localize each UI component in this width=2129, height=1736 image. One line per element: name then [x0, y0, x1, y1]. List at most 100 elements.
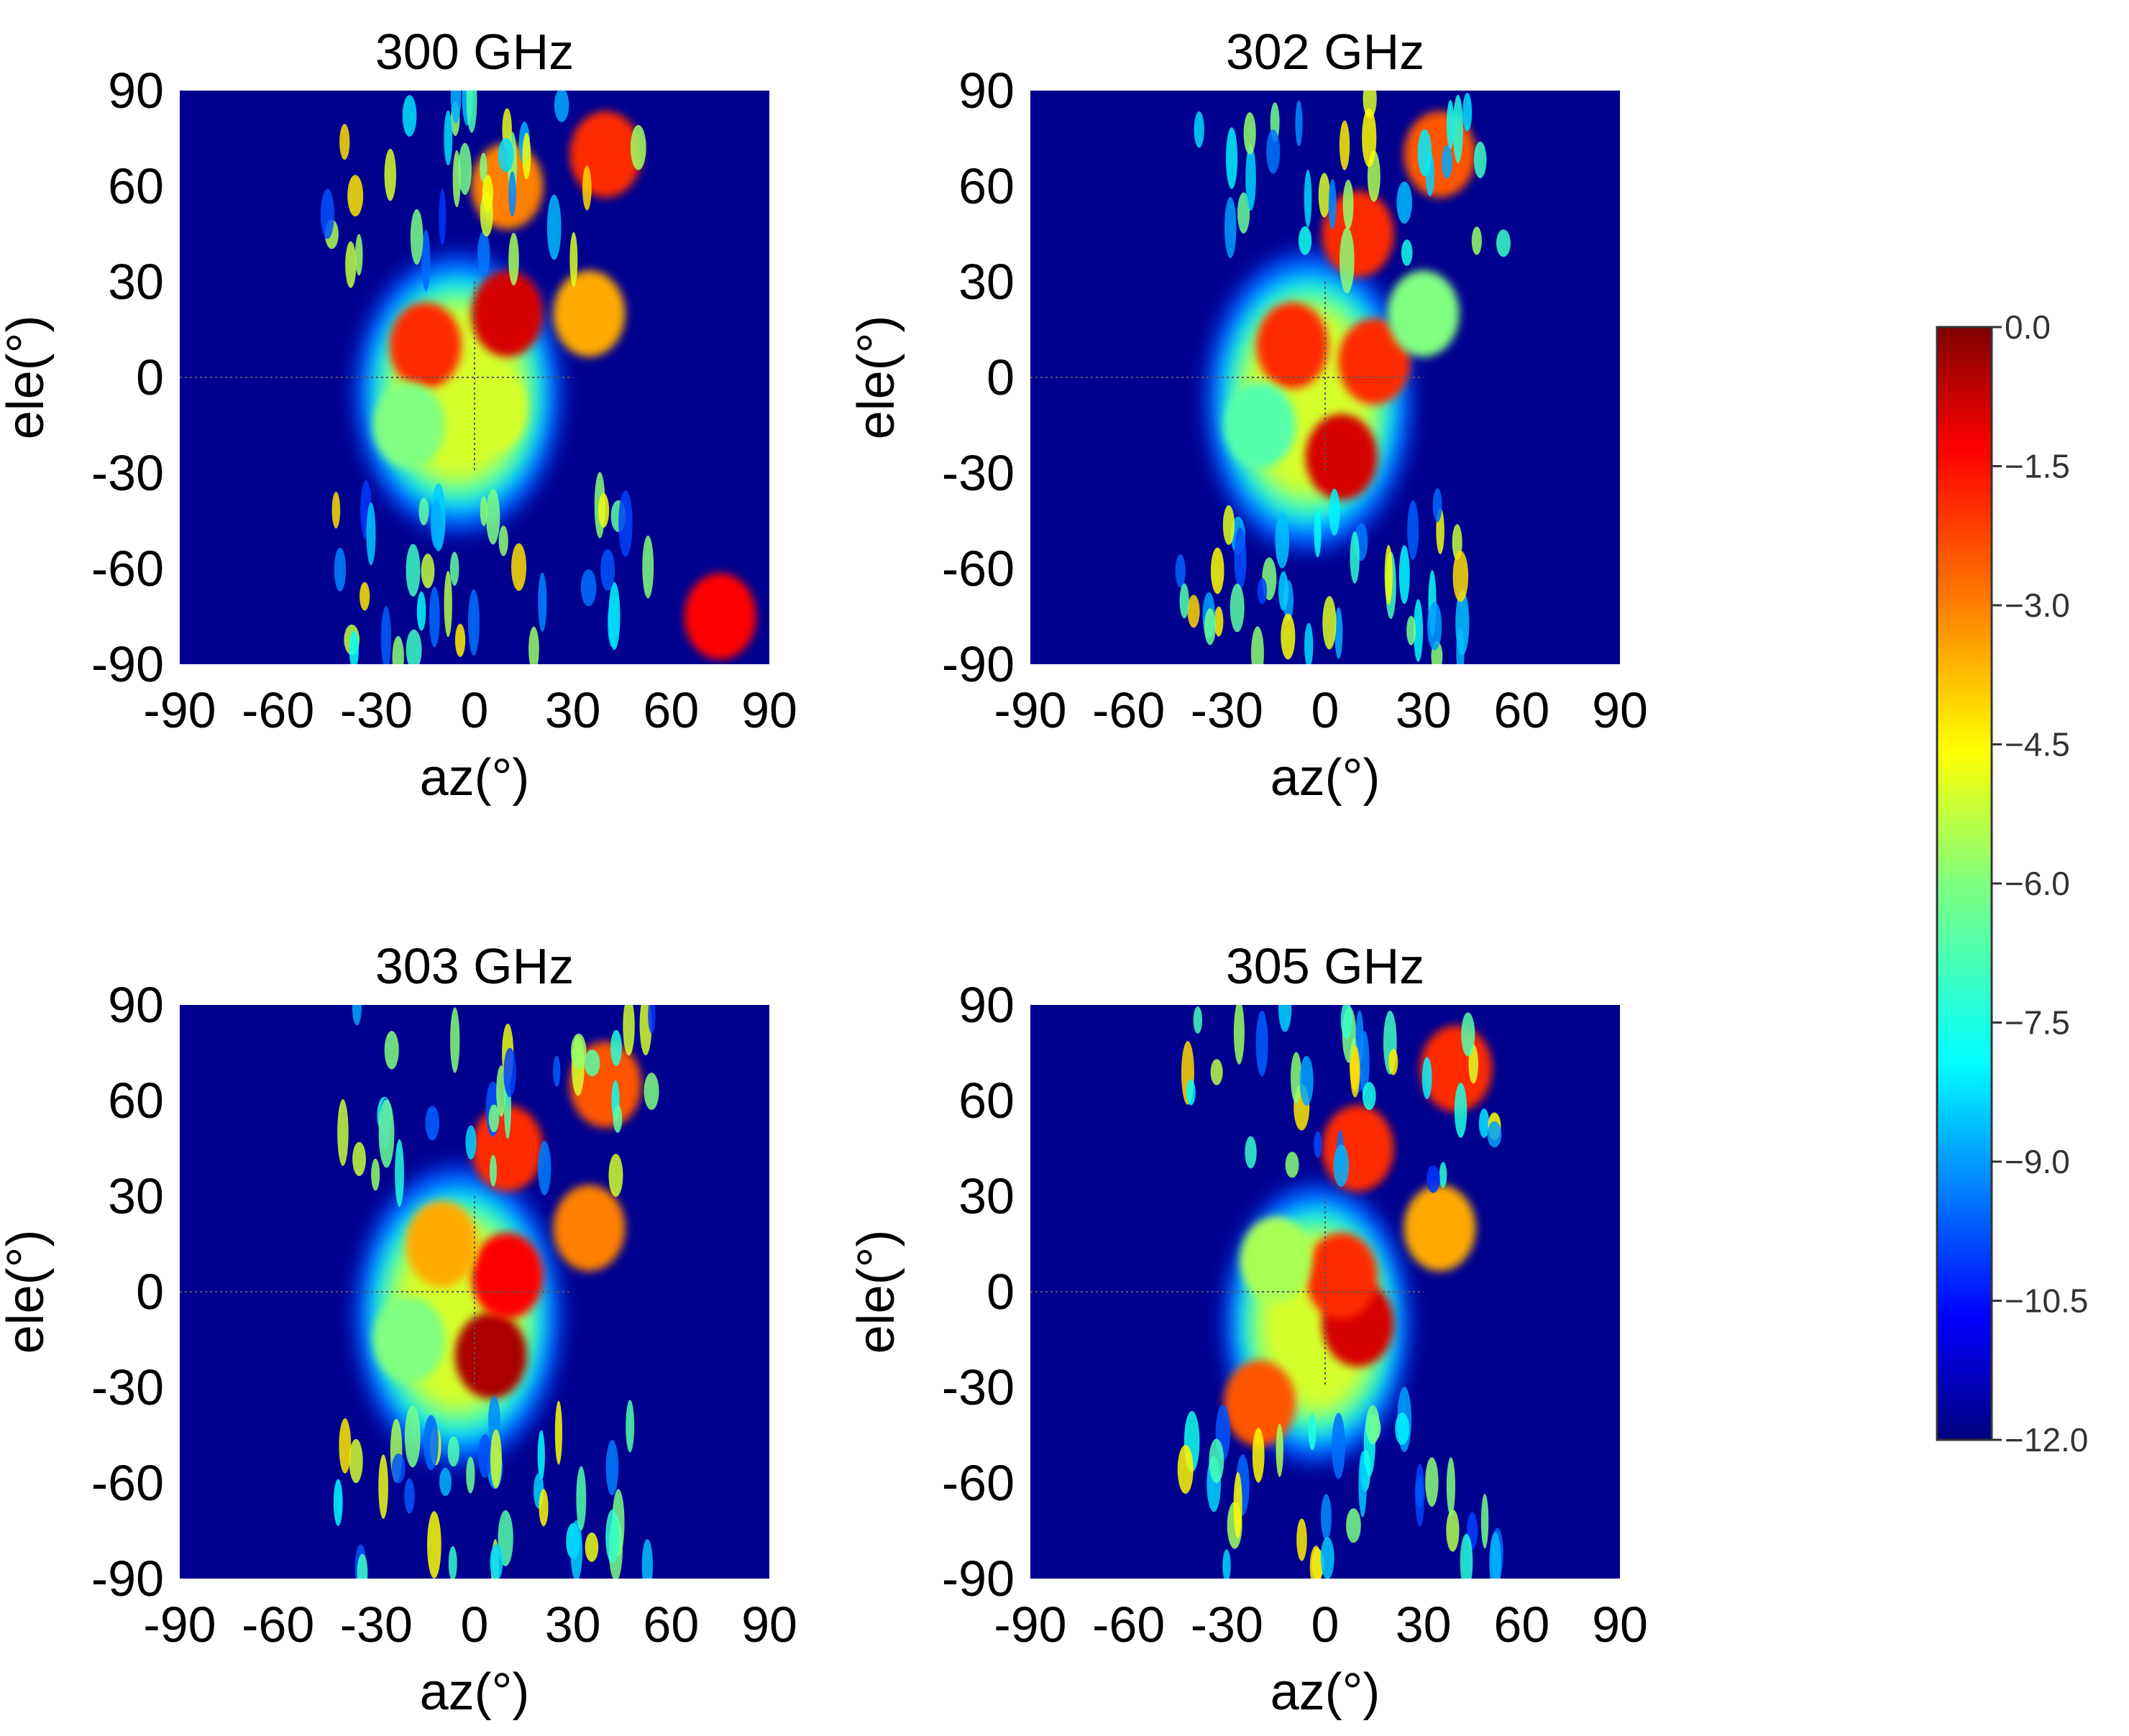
heatmap-sidelobe: [1480, 1493, 1489, 1549]
x-tick-label: 90: [1592, 682, 1648, 738]
heatmap-sidelobe: [569, 231, 578, 288]
heatmap-sidelobe: [522, 132, 531, 180]
y-tick-label: 90: [958, 63, 1015, 119]
heatmap-sidelobe: [480, 152, 487, 183]
heatmap-sidelobe: [1194, 111, 1204, 148]
heatmap-hotspot: [471, 270, 544, 357]
heatmap-sidelobe: [1384, 545, 1393, 605]
heatmap-sidelobe: [466, 1456, 475, 1494]
heatmap-sidelobe: [1285, 1152, 1299, 1178]
heatmap-sidelobe: [1388, 1049, 1398, 1075]
heatmap-sidelobe: [1442, 144, 1452, 179]
heatmap-sidelobe: [1473, 141, 1487, 178]
heatmap-sidelobe: [584, 1050, 600, 1077]
heatmap-sidelobe: [352, 1142, 366, 1177]
heatmap-sidelobe: [1439, 1162, 1447, 1188]
x-axis-label: az(°): [1270, 1663, 1381, 1721]
heatmap-sidelobe: [347, 175, 364, 217]
heatmap-sidelobe: [1318, 173, 1330, 218]
heatmap-sidelobe: [1461, 1012, 1475, 1057]
heatmap-sidelobe: [1339, 120, 1350, 170]
heatmap-sidelobe: [1332, 1413, 1345, 1479]
heatmap-sidelobe: [1186, 1079, 1196, 1106]
y-tick-label: -30: [942, 445, 1015, 501]
heatmap-sidelobe: [444, 571, 452, 638]
heatmap-sidelobe: [608, 1154, 623, 1197]
heatmap-sidelobe: [490, 1544, 503, 1579]
y-tick-label: 90: [108, 977, 164, 1033]
heatmap-sidelobe: [1350, 1045, 1360, 1098]
y-tick-label: -60: [942, 541, 1015, 597]
heatmap-sidelobe: [421, 554, 435, 589]
heatmap-hotspot: [1223, 382, 1296, 469]
heatmap-sidelobe: [1276, 1423, 1283, 1477]
heatmap-sidelobe: [391, 1453, 406, 1484]
heatmap-sidelobe: [384, 148, 397, 201]
heatmap-sidelobe: [395, 1139, 404, 1208]
heatmap-sidelobe: [1295, 100, 1303, 147]
heatmap-sidelobe: [352, 1005, 362, 1026]
heatmap-sidelobe: [1406, 615, 1416, 646]
y-tick-label: 60: [958, 1073, 1015, 1129]
heatmap-panel: 300 GHz -90 -60 -30 0 30 60 90 90 60 30 0 -30 -60 -90 a…: [0, 24, 797, 807]
heatmap-sidelobe: [406, 629, 422, 664]
heatmap-sidelobe: [1401, 239, 1413, 266]
heatmap-hotspot: [1256, 302, 1329, 389]
heatmap-sidelobe: [423, 1415, 439, 1471]
heatmap-panel: 305 GHz -90 -60 -30 0 30 60 90 90 60 30 0 -30 -60 -90 a…: [848, 938, 1648, 1721]
heatmap-sidelobe: [1304, 623, 1314, 664]
x-tick-label: -90: [143, 682, 216, 738]
heatmap-sidelobe: [1340, 1005, 1352, 1039]
heatmap-hotspot: [684, 573, 756, 660]
x-tick-label: 30: [1396, 1597, 1452, 1653]
heatmap-hotspot: [1223, 1360, 1296, 1447]
heatmap-sidelobe: [1204, 608, 1216, 646]
heatmap-hotspot: [454, 1312, 527, 1399]
heatmap-sidelobe: [1278, 571, 1289, 612]
colorbar-tick-label: −4.5: [2005, 726, 2070, 763]
heatmap-sidelobe: [458, 142, 472, 196]
y-tick-label: -90: [91, 1551, 164, 1607]
heatmap-sidelobe: [1328, 179, 1337, 230]
heatmap-hotspot: [1322, 1105, 1394, 1192]
heatmap-sidelobe: [600, 548, 615, 591]
x-tick-label: 90: [741, 682, 797, 738]
x-tick-label: 30: [1396, 682, 1452, 738]
heatmap-sidelobe: [421, 229, 431, 292]
x-tick-label: 0: [461, 1597, 489, 1653]
heatmap-sidelobe: [1298, 226, 1312, 255]
heatmap-sidelobe: [1321, 1494, 1332, 1540]
heatmap-sidelobe: [482, 175, 493, 212]
heatmap-sidelobe: [644, 1073, 659, 1111]
heatmap-sidelobe: [478, 1433, 493, 1479]
heatmap-sidelobe: [349, 1438, 363, 1484]
heatmap-sidelobe: [384, 1031, 399, 1070]
heatmap-sidelobe: [1309, 1546, 1322, 1579]
heatmap-sidelobe: [410, 208, 423, 265]
colorbar-tick-label: −3.0: [2005, 587, 2070, 624]
y-tick-label: 0: [136, 349, 164, 405]
heatmap-sidelobe: [439, 188, 447, 245]
heatmap-hotspot: [406, 1200, 478, 1287]
x-tick-label: 60: [1493, 1597, 1549, 1653]
y-tick-label: -90: [942, 636, 1015, 692]
x-tick-label: -60: [1092, 1597, 1165, 1653]
y-tick-label: -90: [91, 636, 164, 692]
heatmap-sidelobe: [1487, 1121, 1502, 1148]
heatmap-sidelobe: [331, 492, 341, 529]
heatmap-sidelobe: [1222, 505, 1235, 546]
heatmap-sidelobe: [1266, 129, 1281, 174]
heatmap-sidelobe: [466, 91, 477, 133]
heatmap-sidelobe: [1320, 1536, 1334, 1579]
heatmap-sidelobe: [1257, 578, 1268, 605]
heatmap-sidelobe: [1299, 1055, 1314, 1106]
heatmap-sidelobe: [613, 1104, 623, 1133]
x-tick-label: 60: [1493, 682, 1549, 738]
heatmap-sidelobe: [1350, 531, 1360, 584]
heatmap-sidelobe: [1329, 488, 1340, 536]
heatmap-sidelobe: [339, 1418, 352, 1474]
heatmap-sidelobe: [380, 605, 391, 664]
heatmap-sidelobe: [1177, 1445, 1194, 1494]
heatmap-sidelobe: [427, 1511, 441, 1579]
heatmap-sidelobe: [1250, 626, 1264, 664]
